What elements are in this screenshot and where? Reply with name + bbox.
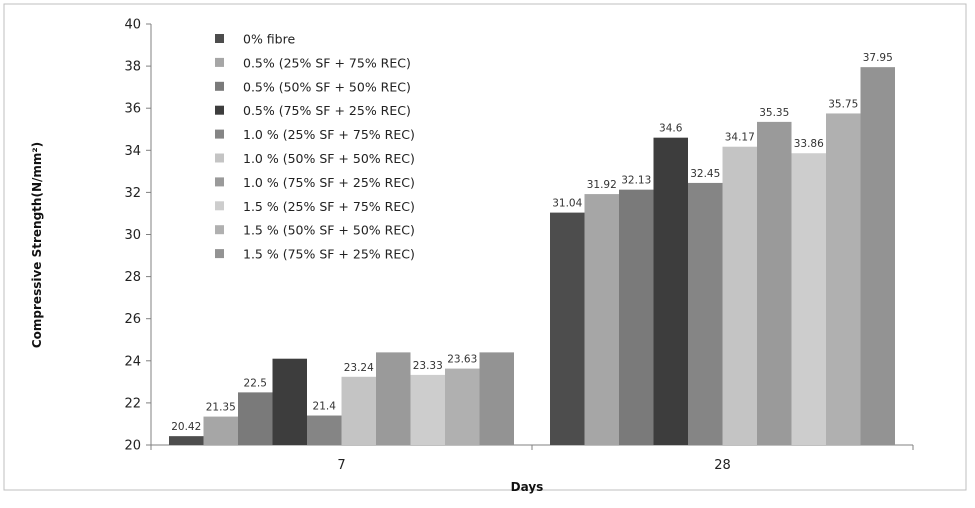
data-label: 31.04 xyxy=(552,198,582,210)
y-tick-label: 32 xyxy=(124,186,141,201)
x-axis-title: Days xyxy=(511,480,544,494)
legend-label: 0.5% (50% SF + 50% REC) xyxy=(243,79,411,94)
data-label: 20.42 xyxy=(171,421,201,433)
y-tick-label: 30 xyxy=(124,228,141,243)
x-tick-label: 7 xyxy=(337,458,345,473)
y-axis-title: Compressive Strength(N/mm²) xyxy=(30,142,44,348)
y-tick-label: 20 xyxy=(124,439,141,454)
bar xyxy=(272,358,307,445)
legend-swatch xyxy=(215,249,224,259)
data-label: 35.75 xyxy=(828,98,858,110)
bar xyxy=(341,376,376,445)
data-label: 35.35 xyxy=(759,107,789,119)
legend-label: 1.5 % (25% SF + 75% REC) xyxy=(243,199,415,214)
bar xyxy=(479,352,514,445)
bar xyxy=(653,137,688,446)
legend-swatch xyxy=(215,129,224,139)
legend-swatch xyxy=(215,201,224,211)
legend-swatch xyxy=(215,225,224,235)
bar xyxy=(307,415,342,445)
y-axis: 20 22 24 26 28 30 32 34 36 38 40 xyxy=(124,18,152,454)
legend-swatch xyxy=(215,81,224,91)
y-tick-label: 24 xyxy=(124,354,141,369)
bar xyxy=(584,194,619,445)
bar xyxy=(550,212,585,445)
legend: 0% fibre 0.5% (25% SF + 75% REC) 0.5% (50%… xyxy=(215,32,415,262)
bar xyxy=(203,416,238,445)
legend-label: 1.0 % (50% SF + 50% REC) xyxy=(243,151,415,166)
bar xyxy=(445,368,480,445)
bar xyxy=(688,182,723,446)
bar xyxy=(619,189,654,445)
data-label: 34.6 xyxy=(659,123,683,135)
legend-label: 0.5% (75% SF + 25% REC) xyxy=(243,103,411,118)
y-tick-label: 40 xyxy=(124,18,141,33)
data-label: 32.45 xyxy=(690,168,720,180)
bar xyxy=(860,67,895,445)
data-label: 33.86 xyxy=(794,138,824,150)
bar xyxy=(410,374,445,445)
data-label: 22.5 xyxy=(244,377,267,389)
bar xyxy=(238,392,273,445)
bar xyxy=(791,153,826,445)
legend-label: 0% fibre xyxy=(243,32,295,47)
legend-swatch xyxy=(215,34,224,43)
legend-swatch xyxy=(215,57,224,67)
bar xyxy=(722,146,757,445)
data-label: 23.33 xyxy=(413,360,443,372)
legend-label: 1.0 % (25% SF + 75% REC) xyxy=(243,127,415,142)
y-tick-label: 22 xyxy=(124,396,141,411)
y-tick-label: 28 xyxy=(124,270,141,285)
y-tick-label: 38 xyxy=(124,60,141,75)
legend-label: 1.5 % (50% SF + 50% REC) xyxy=(243,223,415,238)
legend-label: 0.5% (25% SF + 75% REC) xyxy=(243,55,411,70)
data-label: 21.4 xyxy=(313,401,337,413)
data-label: 34.17 xyxy=(725,132,755,144)
data-label: 31.92 xyxy=(587,179,617,191)
legend-swatch xyxy=(215,177,224,187)
bar xyxy=(757,121,792,445)
bar xyxy=(169,436,204,445)
y-tick-label: 26 xyxy=(124,312,141,327)
bars xyxy=(169,67,895,446)
y-tick-label: 36 xyxy=(124,102,141,117)
data-label: 21.35 xyxy=(206,402,236,414)
data-labels: 20.42 21.35 22.5 21.4 23.24 23.33 23.63 31.04 31… xyxy=(171,52,893,433)
data-label: 37.95 xyxy=(863,52,893,64)
data-label: 23.63 xyxy=(447,354,477,366)
bar xyxy=(376,352,411,445)
legend-label: 1.0 % (75% SF + 25% REC) xyxy=(243,175,415,190)
bar xyxy=(826,113,861,446)
legend-label: 1.5 % (75% SF + 25% REC) xyxy=(243,247,415,262)
y-tick-label: 34 xyxy=(124,144,141,159)
x-tick-label: 28 xyxy=(714,458,731,473)
data-label: 23.24 xyxy=(344,362,374,374)
legend-swatch xyxy=(215,105,224,115)
legend-swatch xyxy=(215,153,224,163)
data-label: 32.13 xyxy=(621,175,651,187)
